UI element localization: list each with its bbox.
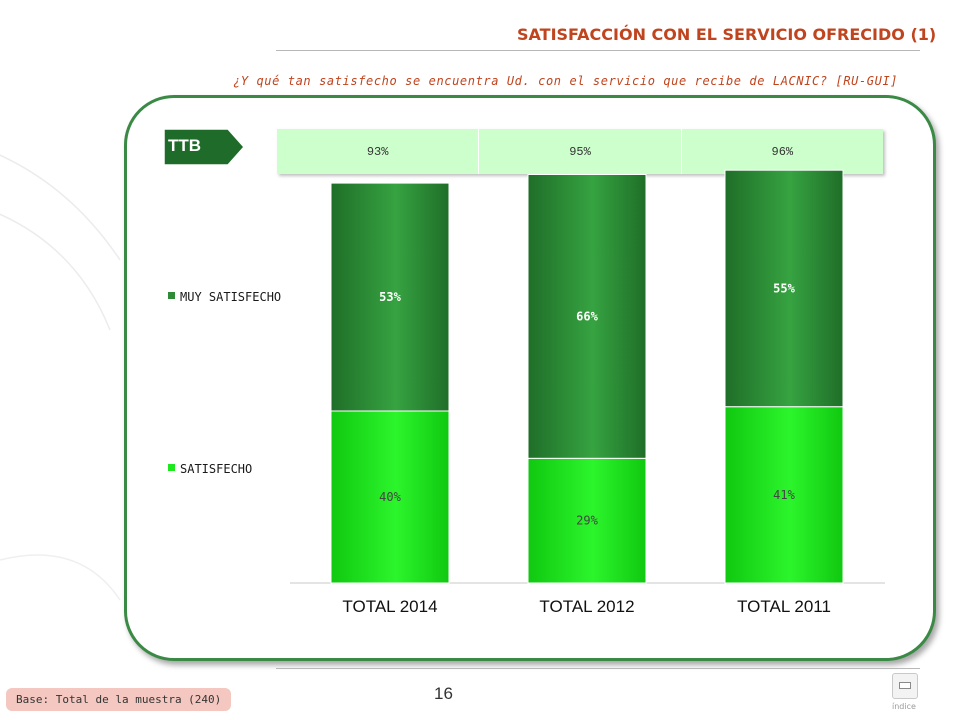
page-title: SATISFACCIÓN CON EL SERVICIO OFRECIDO (1… (517, 25, 937, 44)
bar-satisfecho-total-2012 (527, 457, 647, 584)
ttb-arrow-badge (164, 129, 244, 165)
x-tick-label-total-2011: TOTAL 2011 (737, 597, 831, 616)
page-number: 16 (434, 684, 453, 703)
legend-item-muy-satisfecho: MUY SATISFECHO (168, 288, 290, 306)
legend-item-satisfecho: SATISFECHO (168, 460, 290, 478)
data-label-muy-satisfecho-total-2011: 55% (773, 281, 795, 295)
ttb-row: 93% 95% 96% (277, 129, 883, 174)
data-label-muy-satisfecho-total-2012: 66% (576, 309, 598, 323)
data-label-satisfecho-total-2014: 40% (379, 490, 401, 504)
ttb-label: TTB (168, 136, 202, 155)
title-divider (276, 50, 920, 51)
index-icon (899, 682, 911, 689)
data-label-muy-satisfecho-total-2014: 53% (379, 290, 401, 304)
x-tick-label-total-2014: TOTAL 2014 (342, 597, 437, 616)
ttb-value-2012: 95% (479, 129, 682, 174)
legend-swatch (168, 292, 175, 299)
data-label-satisfecho-total-2011: 41% (773, 488, 795, 502)
ttb-value-2011: 96% (771, 144, 794, 159)
legend-label: SATISFECHO (180, 462, 253, 476)
legend-swatch (168, 464, 175, 471)
bar-muy-satisfecho-total-2012 (527, 174, 647, 459)
footer-divider (276, 668, 920, 669)
index-label[interactable]: índice (892, 702, 916, 711)
bar-muy-satisfecho-total-2011 (724, 169, 844, 408)
ttb-value-2014: 93% (277, 129, 480, 174)
data-label-satisfecho-total-2012: 29% (576, 514, 598, 528)
bar-muy-satisfecho-total-2014 (330, 182, 450, 412)
x-tick-label-total-2012: TOTAL 2012 (539, 597, 634, 616)
index-button[interactable] (892, 673, 918, 699)
bar-satisfecho-total-2014 (330, 410, 450, 584)
question-subtitle: ¿Y qué tan satisfecho se encuentra Ud. c… (233, 74, 899, 88)
sample-base-note: Base: Total de la muestra (240) (6, 688, 232, 711)
legend-label: MUY SATISFECHO (180, 290, 282, 304)
